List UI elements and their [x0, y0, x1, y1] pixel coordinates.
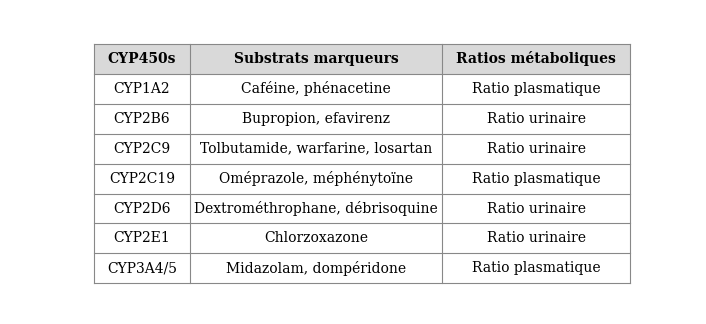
- Text: CYP2B6: CYP2B6: [114, 112, 170, 126]
- Text: Ratio plasmatique: Ratio plasmatique: [472, 82, 600, 96]
- Text: Caféine, phénacetine: Caféine, phénacetine: [241, 81, 391, 96]
- Text: CYP2C9: CYP2C9: [114, 142, 171, 156]
- Text: Tolbutamide, warfarine, losartan: Tolbutamide, warfarine, losartan: [200, 142, 432, 156]
- Text: Ratio plasmatique: Ratio plasmatique: [472, 261, 600, 275]
- Text: CYP1A2: CYP1A2: [114, 82, 170, 96]
- Text: Ratio urinaire: Ratio urinaire: [486, 231, 585, 246]
- Text: Ratio urinaire: Ratio urinaire: [486, 142, 585, 156]
- Text: Bupropion, efavirenz: Bupropion, efavirenz: [242, 112, 390, 126]
- Text: CYP2C19: CYP2C19: [109, 172, 175, 186]
- Text: Ratios métaboliques: Ratios métaboliques: [456, 51, 616, 66]
- Text: Chlorzoxazone: Chlorzoxazone: [264, 231, 369, 246]
- Text: CYP2D6: CYP2D6: [113, 202, 171, 215]
- Text: Substrats marqueurs: Substrats marqueurs: [234, 52, 399, 66]
- Text: CYP450s: CYP450s: [108, 52, 176, 66]
- Text: Oméprazole, méphénytoïne: Oméprazole, méphénytoïne: [220, 171, 413, 186]
- Text: CYP2E1: CYP2E1: [114, 231, 170, 246]
- Text: Ratio urinaire: Ratio urinaire: [486, 202, 585, 215]
- Text: Ratio urinaire: Ratio urinaire: [486, 112, 585, 126]
- Text: CYP3A4/5: CYP3A4/5: [107, 261, 177, 275]
- Text: Dextrométhrophane, débrisoquine: Dextrométhrophane, débrisoquine: [194, 201, 438, 216]
- Text: Midazolam, dompéridone: Midazolam, dompéridone: [226, 261, 407, 276]
- Text: Ratio plasmatique: Ratio plasmatique: [472, 172, 600, 186]
